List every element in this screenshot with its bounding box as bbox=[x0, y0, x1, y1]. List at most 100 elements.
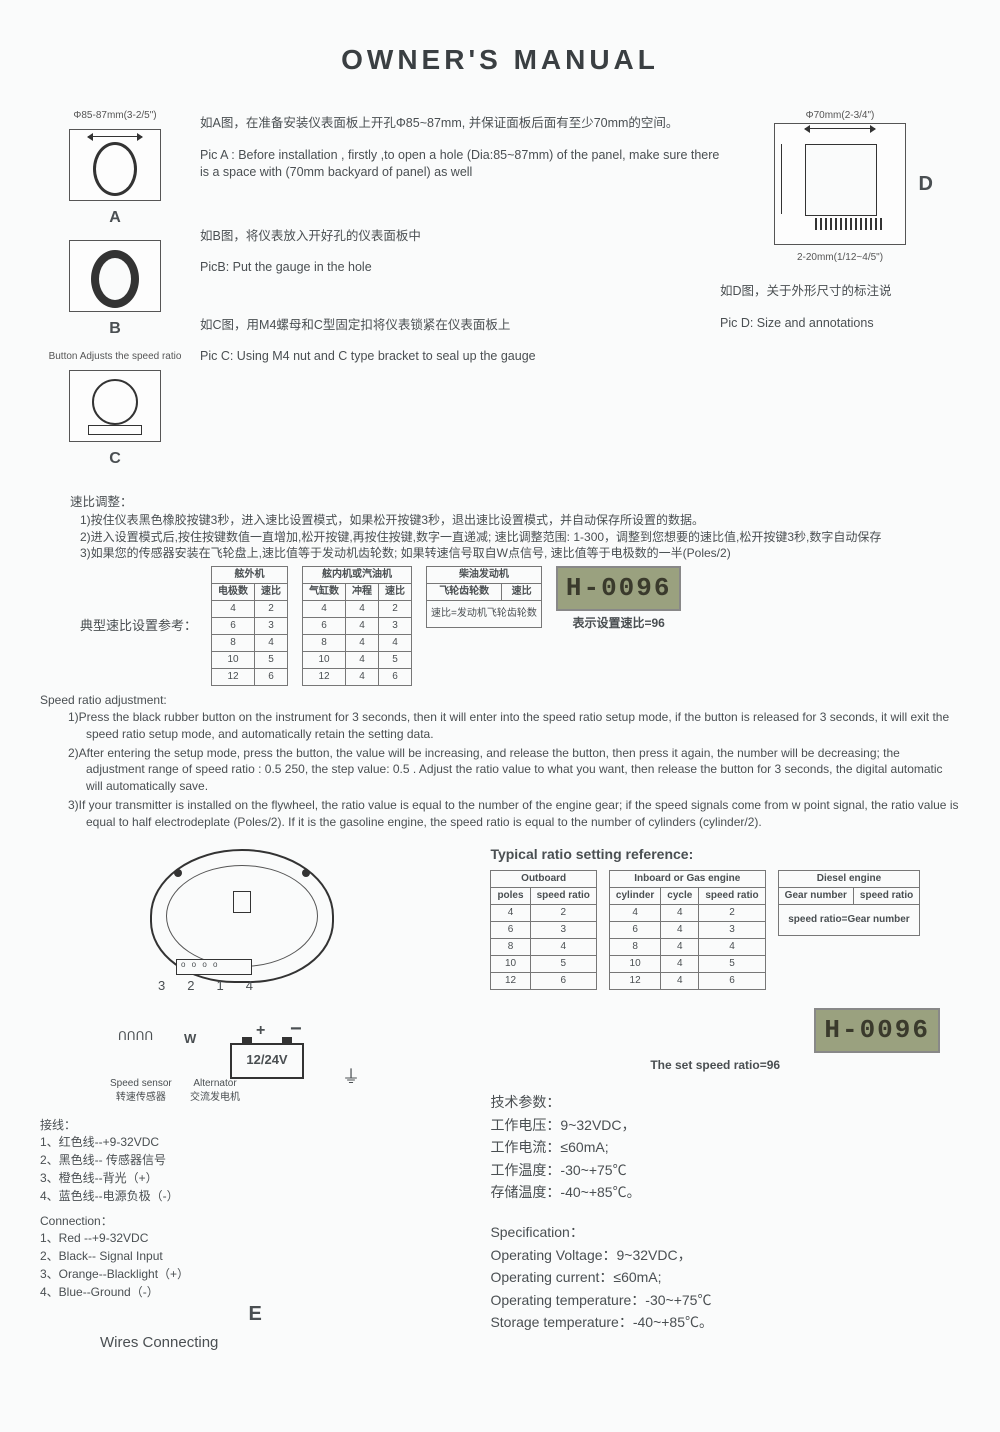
h: cylinder bbox=[609, 888, 660, 905]
table-cell: 10 bbox=[491, 956, 530, 973]
doc-title: OWNER'S MANUAL bbox=[40, 40, 960, 79]
ratio-zh-tables: 典型速比设置参考： 舷外机 电极数速比 426384105126 舷内机或汽油机… bbox=[80, 566, 960, 686]
table-cell: 5 bbox=[255, 652, 288, 669]
tbl-diesel-en: Diesel engine Gear numberspeed ratio spe… bbox=[778, 870, 921, 936]
tbl-outboard-en: Outboard polesspeed ratio 426384105126 bbox=[490, 870, 596, 990]
figB-text-en: PicB: Put the gauge in the hole bbox=[200, 259, 720, 277]
table-cell: 2 bbox=[699, 905, 765, 922]
h: 电极数 bbox=[212, 584, 255, 601]
spec-zh-head: 技术参数： bbox=[490, 1091, 960, 1113]
h: 速比 bbox=[502, 584, 541, 601]
table-cell: 12 bbox=[303, 669, 346, 686]
figD-dim-bottom: 2-20mm(1/12~4/5") bbox=[720, 251, 960, 265]
h: 飞轮齿轮数 bbox=[427, 584, 502, 601]
table-cell: 4 bbox=[661, 905, 699, 922]
lcd-en-caption: The set speed ratio=96 bbox=[490, 1057, 940, 1074]
typical-head: Typical ratio setting reference: bbox=[490, 845, 960, 865]
pin-3: 3 bbox=[158, 977, 165, 995]
table-cell: 8 bbox=[491, 939, 530, 956]
lcd-zh: H-0096 bbox=[556, 566, 682, 610]
table-cell: 8 bbox=[212, 635, 255, 652]
table-cell: 5 bbox=[699, 956, 765, 973]
h: speed ratio bbox=[699, 888, 765, 905]
table-cell: 4 bbox=[212, 601, 255, 618]
figB-diagram bbox=[69, 240, 161, 312]
figE-caption: Wires Connecting bbox=[100, 1332, 470, 1353]
tbl-head: 柴油发动机 bbox=[427, 567, 542, 584]
table-cell: 4 bbox=[346, 635, 379, 652]
t: Alternator bbox=[190, 1077, 240, 1091]
figB-text-zh: 如B图，将仪表放入开好孔的仪表面板中 bbox=[200, 228, 720, 246]
fuse-icon: ՈՈՈՈ bbox=[118, 1028, 153, 1045]
ratio-zh-head: 速比调整： bbox=[70, 494, 960, 512]
conn-en-3: 3、Orange--Blacklight（+） bbox=[40, 1266, 470, 1283]
table-cell: 4 bbox=[255, 635, 288, 652]
conn-en-4: 4、Blue--Ground（-） bbox=[40, 1284, 470, 1301]
conn-zh-3: 3、橙色线--背光（+） bbox=[40, 1170, 470, 1187]
ratio-zh-2: 2)进入设置模式后,按住按键数值一直增加,松开按键,再按住按键,数字一直递减; … bbox=[80, 529, 960, 546]
plus-icon: + bbox=[256, 1020, 265, 1042]
table-cell: 4 bbox=[379, 635, 412, 652]
pin-1: 1 bbox=[216, 977, 223, 995]
spec-en-4: Storage temperature：-40~+85℃。 bbox=[490, 1311, 960, 1333]
figD-dim-top: Φ70mm(2-3/4") bbox=[720, 109, 960, 123]
table-cell: 4 bbox=[661, 973, 699, 990]
figA-diagram bbox=[69, 129, 161, 201]
pin-2: 2 bbox=[187, 977, 194, 995]
table-cell: 8 bbox=[609, 939, 660, 956]
w-terminal: W bbox=[184, 1030, 196, 1048]
table-cell: 3 bbox=[255, 618, 288, 635]
figE-label: E bbox=[40, 1300, 470, 1328]
table-cell: 4 bbox=[661, 939, 699, 956]
table-cell: 4 bbox=[530, 939, 596, 956]
ratio-zh-1: 1)按住仪表黑色橡胶按键3秒，进入速比设置模式，如果松开按键3秒，退出速比设置模… bbox=[80, 512, 960, 529]
conn-en-head: Connection： bbox=[40, 1213, 470, 1230]
conn-zh-4: 4、蓝色线--电源负极（-） bbox=[40, 1188, 470, 1205]
figA-label: A bbox=[40, 207, 190, 229]
battery: 12/24V bbox=[230, 1043, 304, 1079]
table-cell: 3 bbox=[379, 618, 412, 635]
table-cell: 6 bbox=[379, 669, 412, 686]
note: speed ratio=Gear number bbox=[778, 905, 920, 936]
h: poles bbox=[491, 888, 530, 905]
h: speed ratio bbox=[530, 888, 596, 905]
table-cell: 10 bbox=[303, 652, 346, 669]
table-cell: 4 bbox=[346, 618, 379, 635]
table-cell: 4 bbox=[346, 652, 379, 669]
alternator-label: Alternator 交流发电机 bbox=[190, 1077, 240, 1105]
ratio-en-1: 1)Press the black rubber button on the i… bbox=[68, 709, 960, 743]
figC-diagram bbox=[69, 370, 161, 442]
h: speed ratio bbox=[853, 888, 919, 905]
conn-zh-2: 2、黑色线-- 传感器信号 bbox=[40, 1152, 470, 1169]
spec-zh-3: 工作温度：-30~+75℃ bbox=[490, 1159, 960, 1181]
table-cell: 2 bbox=[255, 601, 288, 618]
figD-diagram: D bbox=[774, 123, 906, 245]
table-cell: 3 bbox=[530, 922, 596, 939]
table-cell: 8 bbox=[303, 635, 346, 652]
t: 转速传感器 bbox=[110, 1091, 172, 1105]
table-cell: 3 bbox=[699, 922, 765, 939]
figC-text-en: Pic C: Using M4 nut and C type bracket t… bbox=[200, 348, 720, 366]
table-cell: 10 bbox=[212, 652, 255, 669]
table-cell: 2 bbox=[530, 905, 596, 922]
install-figures-row: Φ85-87mm(3-2/5") A B Button Adjusts the … bbox=[40, 109, 960, 480]
table-cell: 4 bbox=[609, 905, 660, 922]
spec-zh-1: 工作电压：9~32VDC， bbox=[490, 1114, 960, 1136]
figA-text-zh: 如A图，在准备安装仪表面板上开孔Φ85~87mm, 并保证面板后面有至少70mm… bbox=[200, 115, 720, 133]
speed-sensor-label: Speed sensor 转速传感器 bbox=[110, 1077, 172, 1105]
tbl-head: Outboard bbox=[491, 871, 596, 888]
spec-en-head: Specification： bbox=[490, 1221, 960, 1243]
table-cell: 6 bbox=[530, 973, 596, 990]
figD-text-zh: 如D图，关于外形尺寸的标注说 bbox=[720, 283, 960, 301]
conn-zh-head: 接线： bbox=[40, 1117, 470, 1134]
tbl-head: 舷外机 bbox=[212, 567, 288, 584]
table-cell: 4 bbox=[661, 956, 699, 973]
spec-zh-4: 存储温度：-40~+85℃。 bbox=[490, 1181, 960, 1203]
tbl-inboard-zh: 舷内机或汽油机 气缸数冲程速比 44264384410451246 bbox=[302, 566, 412, 686]
figA-dim: Φ85-87mm(3-2/5") bbox=[40, 109, 190, 123]
figB-label: B bbox=[40, 318, 190, 340]
spec-en-2: Operating current：≤60mA; bbox=[490, 1266, 960, 1288]
figE-diagram: 3 2 1 4 ՈՈՈՈ W + − 12/24V ⏚ Speed sensor… bbox=[80, 849, 400, 1109]
t: 交流发电机 bbox=[190, 1091, 240, 1105]
table-cell: 6 bbox=[491, 922, 530, 939]
